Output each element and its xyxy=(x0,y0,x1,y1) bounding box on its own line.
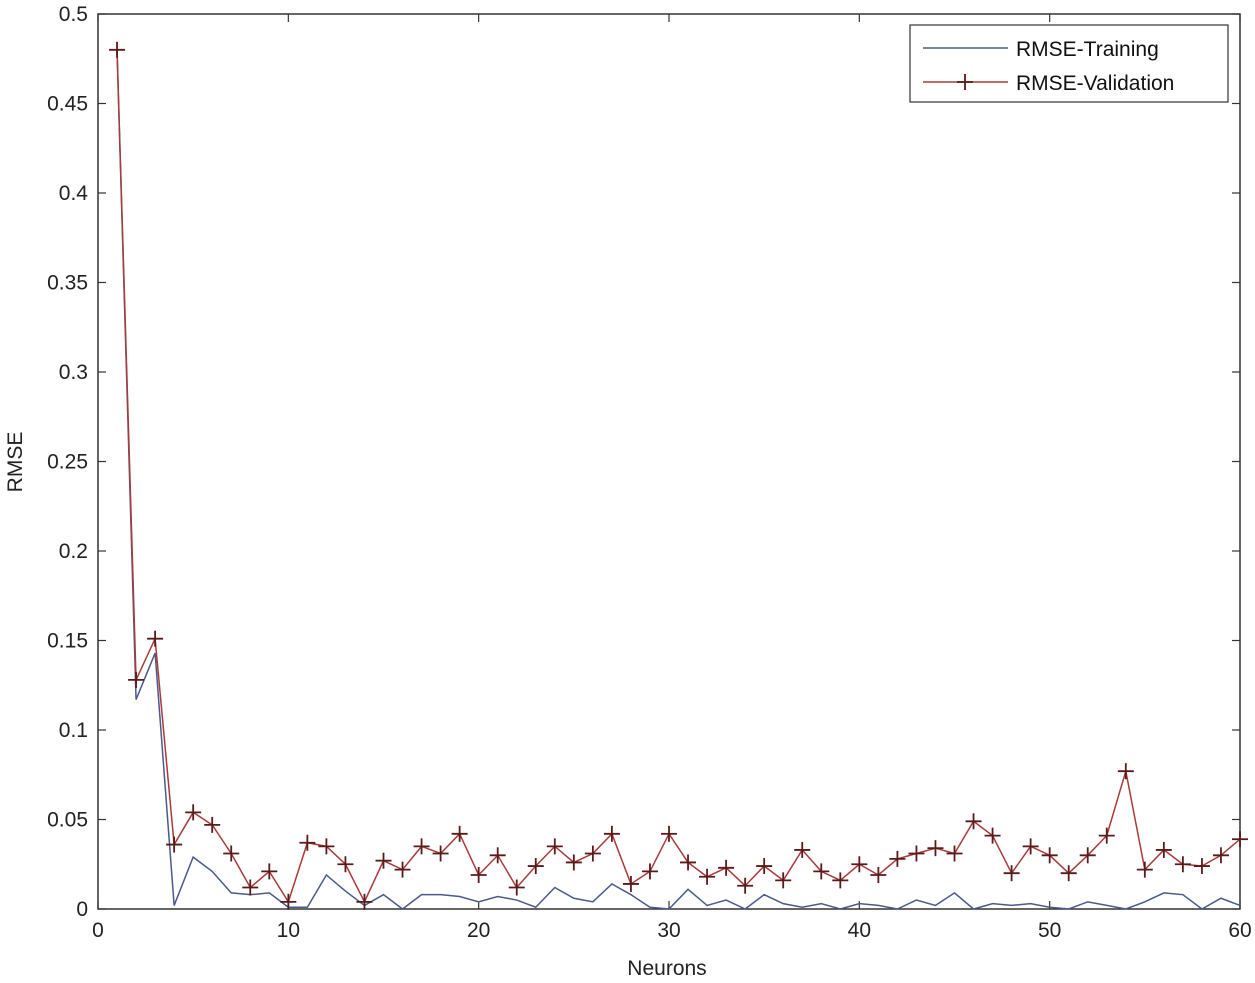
validation-point xyxy=(1174,856,1191,873)
y-axis: 0 0.05 0.1 0.15 0.2 0.25 0.3 0.35 0.4 0.45 0.5 xyxy=(47,3,1240,921)
legend-marker-validation xyxy=(957,74,973,90)
validation-point xyxy=(737,877,754,894)
validation-point xyxy=(299,834,316,851)
validation-point xyxy=(318,838,335,855)
validation-point xyxy=(870,866,887,883)
validation-point xyxy=(413,838,430,855)
validation-point xyxy=(680,854,697,871)
validation-point xyxy=(1079,847,1096,864)
validation-point xyxy=(603,825,620,842)
validation-point xyxy=(546,838,563,855)
validation-point xyxy=(1117,763,1134,780)
validation-point xyxy=(337,856,354,873)
validation-point xyxy=(1041,847,1058,864)
validation-point xyxy=(718,859,735,876)
plot-area xyxy=(97,13,1241,910)
x-tick-label: 0 xyxy=(92,919,104,942)
validation-point xyxy=(965,813,982,830)
y-tick-label: 0.45 xyxy=(47,93,88,116)
y-tick-label: 0.1 xyxy=(59,719,88,742)
validation-point xyxy=(1136,861,1153,878)
y-tick-label: 0.15 xyxy=(47,630,88,653)
validation-point xyxy=(851,856,868,873)
x-tick-label: 30 xyxy=(657,919,680,942)
y-tick-label: 0.05 xyxy=(47,809,88,832)
validation-point xyxy=(832,872,849,889)
validation-point xyxy=(451,825,468,842)
y-tick-label: 0 xyxy=(76,898,88,921)
y-tick-label: 0.3 xyxy=(59,361,88,384)
y-axis-label: RMSE xyxy=(4,432,27,493)
x-tick-label: 10 xyxy=(277,919,300,942)
x-tick-label: 20 xyxy=(467,919,490,942)
series-layer xyxy=(109,41,1248,910)
y-tick-label: 0.4 xyxy=(59,182,89,205)
validation-point xyxy=(946,845,963,862)
validation-point xyxy=(1232,831,1248,848)
legend-label-training: RMSE-Training xyxy=(1016,38,1159,61)
validation-point xyxy=(813,863,830,880)
validation-point xyxy=(470,866,487,883)
validation-point xyxy=(280,893,297,910)
x-tick-label: 60 xyxy=(1228,919,1251,942)
y-tick-label: 0.25 xyxy=(47,451,88,474)
validation-point xyxy=(204,816,221,833)
series-line-validation xyxy=(116,49,1241,904)
validation-point xyxy=(375,852,392,869)
validation-point xyxy=(147,630,164,647)
validation-point xyxy=(109,41,126,58)
validation-point xyxy=(1060,865,1077,882)
legend-label-validation: RMSE-Validation xyxy=(1016,72,1174,95)
validation-point xyxy=(489,847,506,864)
legend: RMSE-Training RMSE-Validation xyxy=(909,24,1229,103)
validation-point xyxy=(394,861,411,878)
validation-point xyxy=(1155,841,1172,858)
x-tick-label: 50 xyxy=(1038,919,1061,942)
validation-point xyxy=(185,804,202,821)
validation-point xyxy=(699,868,716,885)
validation-point xyxy=(984,827,1001,844)
validation-point xyxy=(584,845,601,862)
validation-point xyxy=(889,850,906,867)
validation-point xyxy=(1022,838,1039,855)
validation-point xyxy=(128,671,145,688)
validation-point xyxy=(1098,827,1115,844)
validation-point xyxy=(927,840,944,857)
validation-point xyxy=(775,872,792,889)
x-axis: 0 10 20 30 40 50 60 xyxy=(92,14,1252,942)
validation-point xyxy=(1003,865,1020,882)
validation-point xyxy=(356,893,373,910)
validation-point xyxy=(527,858,544,875)
validation-point xyxy=(622,875,639,892)
x-axis-label: Neurons xyxy=(627,957,706,980)
validation-point xyxy=(794,841,811,858)
validation-point xyxy=(1193,858,1210,875)
validation-point xyxy=(1212,847,1229,864)
validation-point xyxy=(565,854,582,871)
validation-point xyxy=(261,863,278,880)
validation-point xyxy=(661,825,677,842)
series-line-training xyxy=(116,49,1241,910)
y-tick-label: 0.2 xyxy=(59,540,88,563)
validation-point xyxy=(508,879,525,896)
validation-point xyxy=(242,879,259,896)
y-tick-label: 0.5 xyxy=(59,3,88,26)
y-tick-label: 0.35 xyxy=(47,272,88,295)
validation-point xyxy=(166,836,183,853)
validation-point xyxy=(756,858,773,875)
validation-point xyxy=(432,845,449,862)
validation-point xyxy=(908,845,925,862)
validation-point xyxy=(641,863,658,880)
legend-box xyxy=(909,24,1229,103)
x-tick-label: 40 xyxy=(848,919,871,942)
validation-point xyxy=(223,845,240,862)
